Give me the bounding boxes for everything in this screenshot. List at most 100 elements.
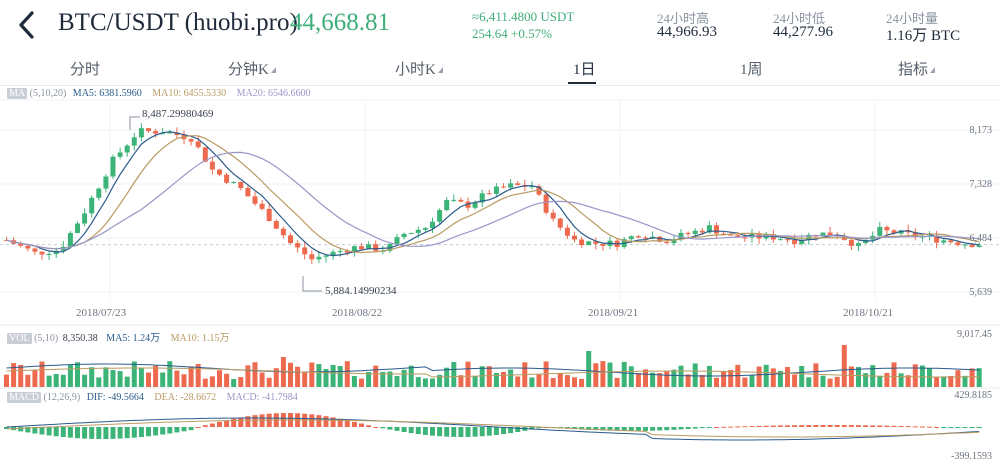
macd-bar xyxy=(841,425,847,427)
volume-bar xyxy=(174,370,180,387)
vol-legend: VOL (5,10) 8,350.38 MA5: 1.24万 MA10: 1.1… xyxy=(7,329,230,344)
macd-bar xyxy=(650,427,656,431)
candle-body xyxy=(891,230,897,234)
candle-body xyxy=(316,256,322,260)
volume-bar xyxy=(316,364,322,387)
tab-1week[interactable]: 1周 xyxy=(740,62,763,78)
macd-bar xyxy=(948,427,954,428)
volume-bar xyxy=(138,367,144,387)
volume-bar xyxy=(366,371,372,387)
macd-bar xyxy=(46,427,52,436)
volume-bar xyxy=(337,366,343,387)
high-price-label: 8,487.29980469 xyxy=(142,108,214,120)
ma-tag: MA xyxy=(7,88,28,99)
macd-bar xyxy=(856,425,861,427)
tab-timeshare[interactable]: 分时 xyxy=(70,62,101,78)
tab-1day[interactable]: 1日 xyxy=(573,62,596,78)
macd-bar xyxy=(486,427,492,436)
volume-bar xyxy=(195,364,201,387)
macd-bar xyxy=(941,427,947,428)
volume-bar xyxy=(799,365,805,387)
candle-body xyxy=(252,196,258,204)
candle-body xyxy=(415,229,421,233)
volume-bar xyxy=(103,367,109,387)
candle-body xyxy=(344,251,350,253)
macd-bar xyxy=(25,427,31,433)
macd-bar xyxy=(479,427,485,437)
macd-params: (12,26,9) xyxy=(43,392,81,403)
macd-bar xyxy=(671,427,677,430)
macd-bar xyxy=(430,427,435,436)
candle-body xyxy=(437,210,443,222)
macd-legend: MACD (12,26,9) DIF: -49.5664 DEA: -28.66… xyxy=(7,392,298,403)
candle-body xyxy=(288,235,293,244)
macd-bar xyxy=(813,425,819,427)
volume-bar xyxy=(813,363,819,387)
macd-bar xyxy=(117,427,123,439)
candle-body xyxy=(366,244,372,250)
volume-bar xyxy=(728,370,734,387)
candle-body xyxy=(848,239,854,246)
stat-volume-label: 24小时量 xyxy=(886,11,939,26)
macd-bar xyxy=(749,426,755,428)
volume-bar xyxy=(770,368,776,387)
macd-bar xyxy=(422,427,428,435)
candle-body xyxy=(877,226,883,236)
price-tick: 8,173 xyxy=(969,125,993,136)
macd-bar xyxy=(181,427,187,432)
high-pointer xyxy=(129,116,140,130)
tab-indicators[interactable]: 指标 xyxy=(898,58,936,79)
candle-body xyxy=(543,194,549,213)
volume-bar xyxy=(699,374,705,387)
volume-bar xyxy=(323,369,329,387)
candle-body xyxy=(785,239,790,241)
candle-body xyxy=(692,230,698,235)
candle-body xyxy=(777,239,783,241)
macd-bar xyxy=(174,427,180,433)
macd-bar xyxy=(692,427,698,429)
volume-bar xyxy=(976,368,982,387)
candle-body xyxy=(295,243,301,248)
candle-body xyxy=(32,248,38,252)
macd-bar xyxy=(75,427,80,439)
macd-tag: MACD xyxy=(7,392,42,403)
tab-minute-k[interactable]: 分钟K xyxy=(228,58,276,79)
fiat-price: ≈6,411.4800 USDT xyxy=(472,9,575,24)
volume-bar xyxy=(614,377,620,387)
volume-bar xyxy=(160,372,166,387)
volume-bar xyxy=(486,366,492,387)
macd-bar xyxy=(614,427,620,431)
macd-bar xyxy=(735,426,741,428)
candle-body xyxy=(217,169,222,175)
volume-bar xyxy=(259,372,265,387)
macd-bar xyxy=(202,425,208,427)
candle-body xyxy=(806,234,812,241)
macd-bar xyxy=(699,427,705,429)
volume-bar xyxy=(664,371,670,387)
candle-body xyxy=(444,200,450,211)
volume-bar xyxy=(948,376,954,387)
back-button[interactable] xyxy=(12,8,42,42)
volume-bar xyxy=(912,364,918,387)
candle-body xyxy=(706,225,712,233)
macd-bar xyxy=(359,423,364,427)
macd-bar xyxy=(664,427,670,431)
volume-bar xyxy=(430,378,435,387)
candle-body xyxy=(103,176,109,189)
tab-hour-k[interactable]: 小时K xyxy=(395,58,443,79)
candle-body xyxy=(422,228,428,230)
candle-body xyxy=(408,232,414,234)
candle-body xyxy=(948,240,954,243)
chevron-left-icon xyxy=(19,11,34,39)
macd-bar xyxy=(721,426,727,428)
candle-body xyxy=(550,212,556,219)
candle-body xyxy=(75,223,80,233)
volume-bar xyxy=(288,362,293,387)
candle-body xyxy=(976,245,982,248)
macd-bar xyxy=(685,427,691,429)
macd-bar xyxy=(934,426,940,428)
macd-bar xyxy=(124,427,130,439)
candle-body xyxy=(302,247,308,255)
volume-bar xyxy=(181,374,187,387)
